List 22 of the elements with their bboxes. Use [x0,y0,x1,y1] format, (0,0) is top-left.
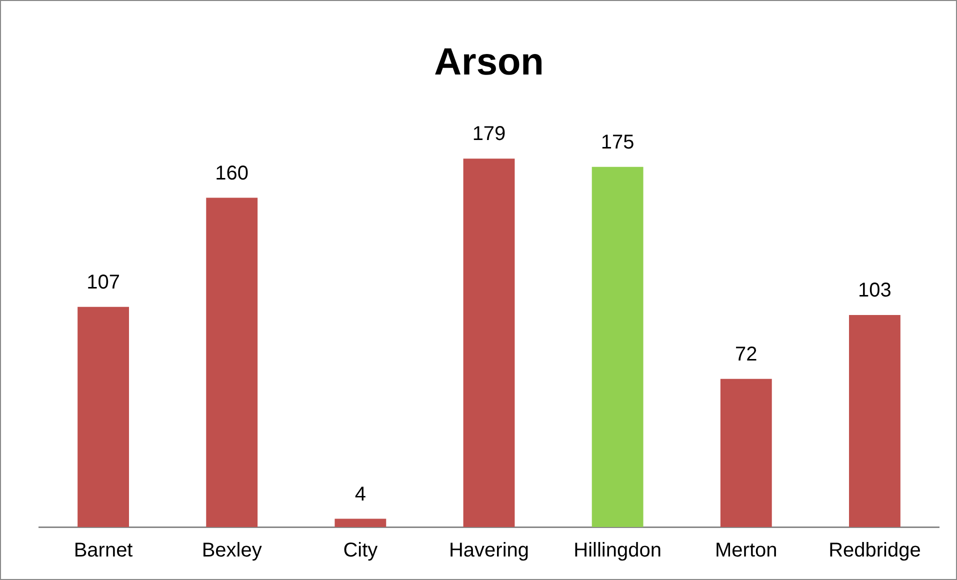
data-label: 160 [215,162,249,184]
x-tick-label: City [343,540,378,562]
bar [849,315,900,527]
x-tick-label: Hillingdon [574,540,662,562]
data-label: 107 [86,271,120,294]
bar [78,306,129,527]
data-label: 72 [735,343,758,366]
bar [592,166,644,527]
x-tick-label: Havering [448,540,530,562]
data-label: 175 [600,131,634,154]
x-tick-label: Bexley [202,540,262,562]
x-tick-label: Barnet [74,540,134,562]
bar [206,198,258,527]
x-tick-label: Merton [715,540,778,562]
x-tick-label: Redbridge [828,540,921,562]
bar [720,378,772,527]
bar [334,518,386,527]
bar [463,158,515,527]
data-label: 4 [354,483,366,506]
data-label: 103 [858,280,892,302]
data-label: 179 [472,123,506,146]
chart-title: Arson [434,41,544,84]
